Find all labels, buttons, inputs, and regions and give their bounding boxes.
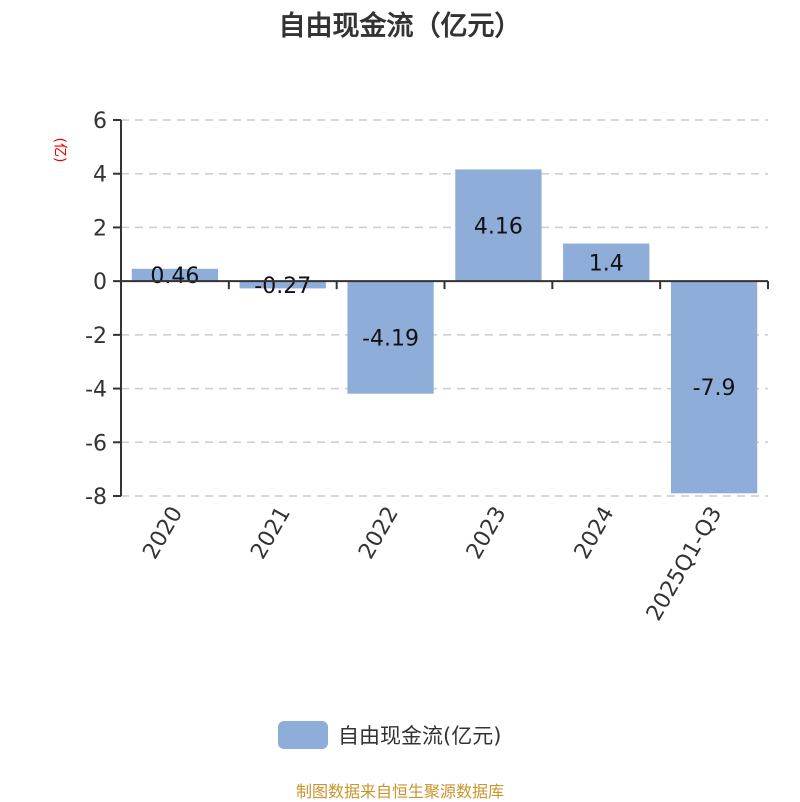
y-tick-label: -6 [85, 431, 107, 456]
bar [347, 281, 434, 394]
x-tick-label: 2023 [462, 502, 512, 563]
y-tick-label: -2 [85, 324, 107, 349]
chart-title: 自由现金流（亿元） [278, 11, 522, 42]
x-tick-label: 2025Q1-Q3 [642, 503, 727, 626]
data-label: -7.9 [693, 376, 736, 401]
legend-swatch [278, 721, 328, 749]
bar [131, 268, 219, 282]
data-label: -4.19 [362, 326, 419, 351]
y-tick-label: 6 [93, 109, 107, 134]
x-tick-label: 2024 [570, 503, 620, 564]
y-tick-label: 0 [93, 270, 107, 295]
y-tick-label: 2 [93, 216, 107, 241]
bar [670, 281, 758, 494]
x-tick-label: 2020 [138, 503, 188, 564]
source-note: 制图数据来自恒生聚源数据库 [295, 782, 504, 801]
y-tick-label: 4 [93, 163, 107, 188]
x-tick-label: 2022 [354, 503, 404, 564]
bar [239, 281, 326, 289]
data-label: 0.46 [150, 264, 199, 289]
legend-label: 自由现金流(亿元) [338, 724, 502, 748]
data-label: 1.4 [589, 251, 624, 276]
y-tick-label: -4 [85, 378, 107, 403]
legend[interactable]: 自由现金流(亿元) [278, 720, 501, 750]
y-tick-label: -8 [85, 485, 107, 510]
x-tick-label: 2021 [246, 503, 296, 564]
data-label: -0.27 [254, 274, 311, 299]
data-label: 4.16 [474, 214, 523, 239]
bar [563, 243, 650, 282]
bar [455, 169, 542, 282]
